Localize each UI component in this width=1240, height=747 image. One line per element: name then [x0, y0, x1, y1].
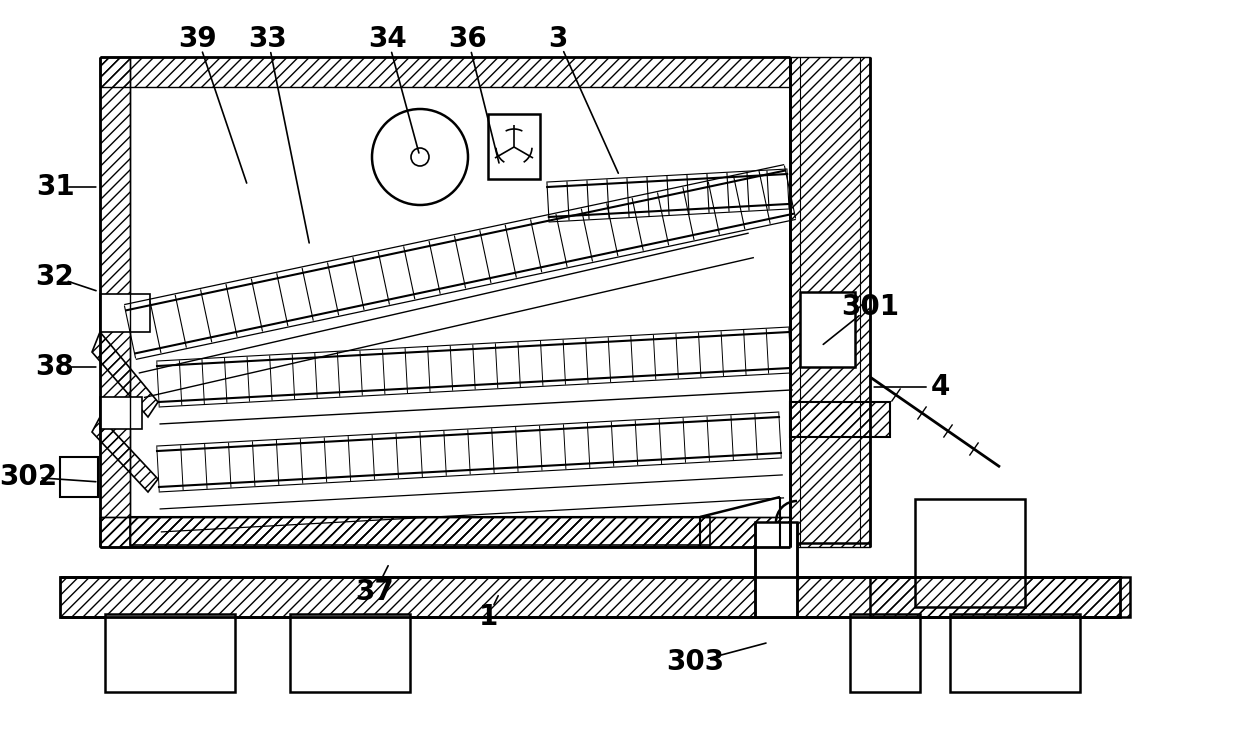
Text: 39: 39 — [179, 25, 217, 53]
Text: 3: 3 — [548, 25, 568, 53]
Bar — [100, 57, 790, 87]
Text: 303: 303 — [666, 648, 724, 676]
Bar — [60, 457, 98, 497]
Bar — [950, 614, 1080, 692]
Bar — [489, 114, 539, 179]
Bar — [790, 57, 870, 547]
Text: 301: 301 — [841, 293, 899, 321]
Bar — [755, 522, 797, 617]
Bar — [105, 614, 236, 692]
Bar — [100, 517, 790, 547]
Text: 36: 36 — [449, 25, 487, 53]
Text: 31: 31 — [36, 173, 74, 201]
Text: 37: 37 — [356, 578, 394, 606]
Text: 4: 4 — [930, 373, 950, 401]
Text: 34: 34 — [368, 25, 408, 53]
Bar — [100, 397, 143, 429]
Text: 302: 302 — [0, 463, 57, 491]
Bar — [60, 577, 1120, 617]
Bar — [800, 292, 856, 367]
Bar — [290, 614, 410, 692]
Text: 33: 33 — [249, 25, 288, 53]
Bar — [100, 294, 150, 332]
Bar — [130, 517, 711, 545]
Bar — [915, 499, 1025, 607]
Bar — [100, 517, 790, 547]
Text: 38: 38 — [36, 353, 74, 381]
Bar — [849, 614, 920, 692]
Bar — [870, 577, 1130, 617]
Bar — [100, 57, 130, 547]
Bar — [790, 402, 890, 437]
Text: 32: 32 — [36, 263, 74, 291]
Text: 1: 1 — [479, 603, 497, 631]
